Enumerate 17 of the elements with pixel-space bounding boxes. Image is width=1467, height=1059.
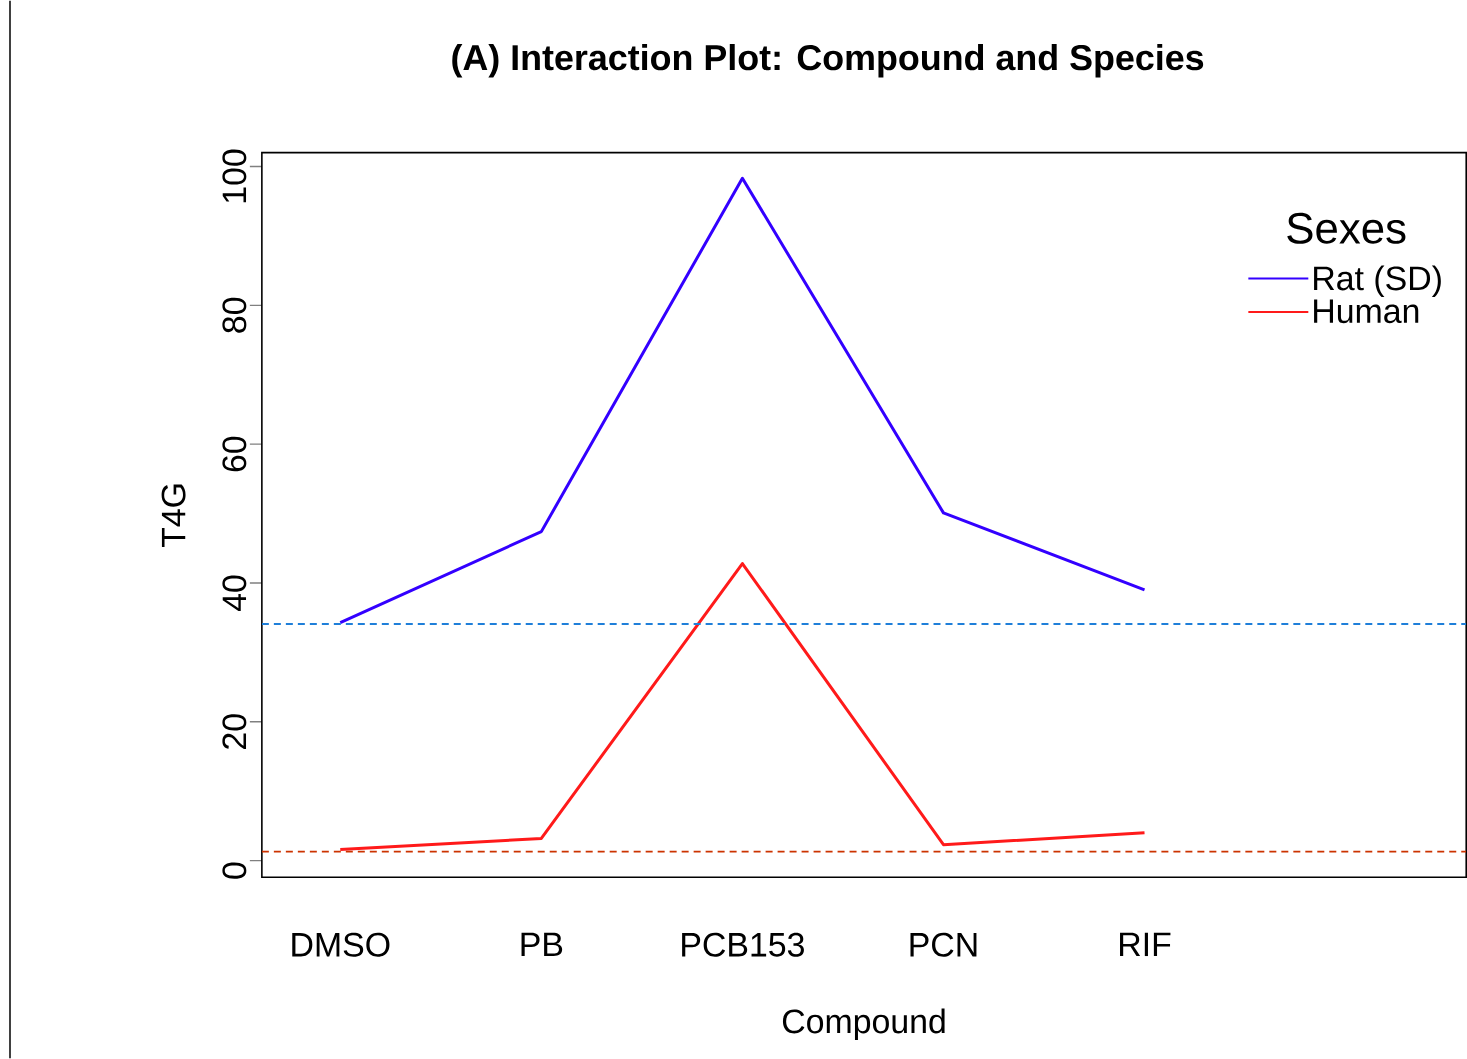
- x-tick-label: DMSO: [292, 932, 390, 957]
- legend-label: Rat (SD): [1314, 265, 1441, 298]
- y-tick-label: 40: [222, 575, 247, 612]
- x-tick-label: PCB153: [682, 932, 804, 957]
- y-tick-label: 0: [222, 862, 247, 879]
- legend-title: Sexes: [1287, 212, 1406, 244]
- y-tick-label: 80: [222, 297, 247, 333]
- x-axis-title: Compound: [782, 1008, 945, 1041]
- chart-title: (A) Interaction Plot: Compound and Species: [452, 44, 1204, 78]
- y-axis-title: T4G: [161, 484, 186, 548]
- x-tick-label: PB: [521, 932, 563, 957]
- x-tick-label: PCN: [910, 932, 977, 957]
- y-tick-label: 20: [222, 714, 247, 749]
- x-tick-label: RIF: [1120, 932, 1171, 957]
- y-tick-label: 60: [222, 436, 247, 472]
- y-tick-label: 100: [222, 149, 247, 203]
- legend-label: Human: [1314, 299, 1419, 324]
